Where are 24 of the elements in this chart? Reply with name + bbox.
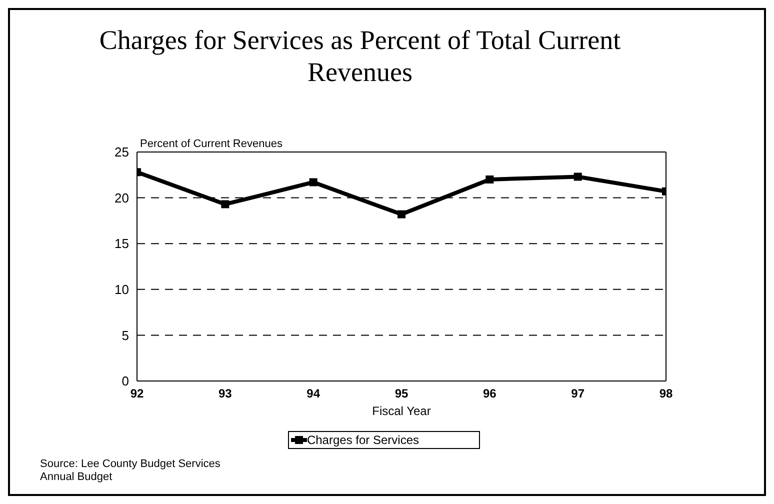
source-note: Source: Lee County Budget Services [40,458,220,471]
y-tick-label: 20 [114,190,129,206]
x-axis-title: Fiscal Year [372,404,431,418]
y-tick-label: 10 [114,282,129,298]
x-tick-label: 96 [482,386,497,401]
x-tick-label: 93 [218,386,232,401]
chart-title: Charges for Services as Percent of Total Current Revenues [98,24,622,88]
y-tick-label: 0 [122,374,129,389]
point [486,175,494,184]
point [574,172,582,181]
point [221,200,230,208]
y-tick-label: 15 [114,236,129,252]
x-tick-label: 94 [306,386,320,401]
x-tick-label: 98 [659,386,673,401]
point [398,210,406,218]
point [309,178,318,186]
x-tick-label: 95 [394,386,408,401]
x-tick-label: 97 [571,386,585,401]
y-tick-label: 25 [114,144,129,160]
y-tick-label: 5 [122,328,129,343]
text: Annual Budget [40,471,114,484]
y-axis-title: Percent of Current Revenues [140,138,282,150]
x-tick-label: 92 [130,386,144,401]
legend-label: Charges for Services [306,433,420,447]
